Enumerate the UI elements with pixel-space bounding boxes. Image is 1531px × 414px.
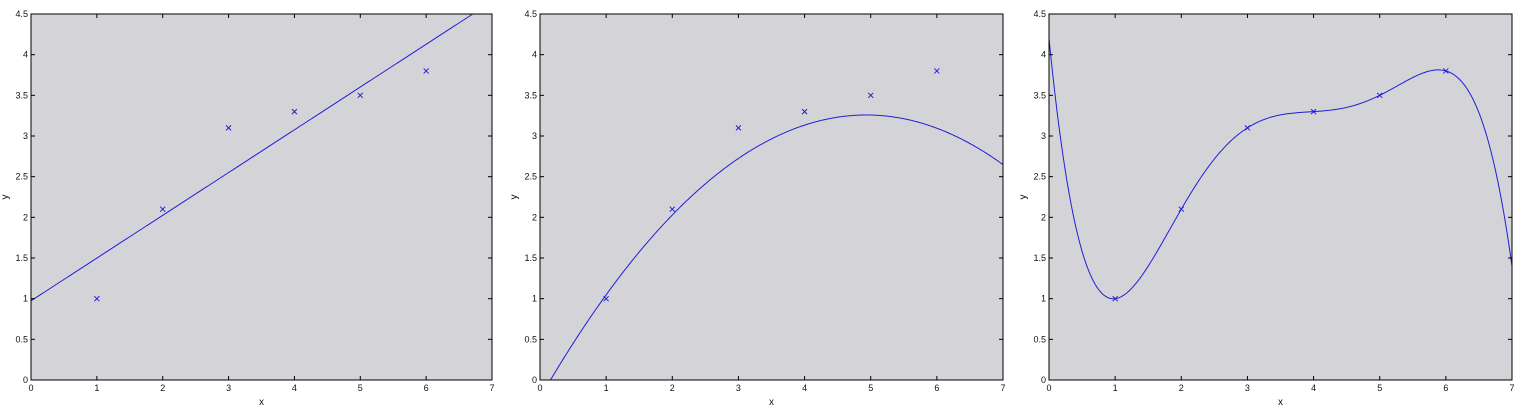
plot-panel-linear-fit: 0 1 2 3 4 5 6 7 0 0.5 1 1.5 2 2.5 3 3.5 4 4.5 x y [0,9,495,408]
y-tick-label: 2.5 [524,172,537,182]
data-point-marker [934,68,940,74]
y-tick-label: 0.5 [524,334,537,344]
y-tick-label: 3.5 [1033,90,1046,100]
y-tick-label: 4.5 [15,9,28,19]
x-tick-label: 5 [868,383,873,393]
y-tick-label: 1 [1041,294,1046,304]
y-tick-label: 0 [23,375,28,385]
x-tick-label: 3 [226,383,231,393]
x-axis-label: x [259,397,264,408]
y-tick-label: 3 [1041,131,1046,141]
x-tick-label: 5 [1377,383,1382,393]
fit-line [549,114,1003,380]
x-axis-label: x [1278,397,1283,408]
plot-area [1049,14,1512,380]
x-tick-label: 6 [934,383,939,393]
plot-area [540,14,1003,380]
data-point-marker [1443,68,1449,74]
y-tick-label: 4.5 [524,9,537,19]
x-tick-label: 3 [1245,383,1250,393]
y-axis-label: y [509,195,520,200]
y-tick-label: 4.5 [1033,9,1046,19]
y-tick-label: 4 [1041,50,1046,60]
x-tick-label: 2 [670,383,675,393]
y-tick-label: 3 [23,131,28,141]
data-point-marker [867,92,874,99]
y-tick-label: 0 [1041,375,1046,385]
data-point-marker [159,206,166,213]
y-axis-label: y [0,195,11,200]
x-tick-label: 4 [1311,383,1316,393]
x-tick-label: 2 [1179,383,1184,393]
x-tick-label: 0 [28,383,33,393]
fit-line [31,14,474,302]
axes-frame [539,13,1004,381]
y-tick-label: 0.5 [1033,334,1046,344]
y-tick-label: 3 [532,131,537,141]
x-tick-label: 5 [358,383,363,393]
y-tick-label: 4 [23,50,28,60]
x-tick-label: 1 [604,383,609,393]
y-tick-label: 1 [23,294,28,304]
data-point-marker [1376,92,1383,99]
data-point-marker [1244,125,1251,131]
data-point-marker [1310,108,1317,115]
x-tick-label: 0 [537,383,542,393]
x-tick-label: 0 [1046,383,1051,393]
x-tick-label: 7 [1509,383,1514,393]
data-point-marker [801,108,808,115]
x-tick-label: 7 [1000,383,1005,393]
data-point-marker [291,108,298,115]
x-tick-label: 6 [424,383,429,393]
plot-panel-polynomial-fit: 0 1 2 3 4 5 6 7 0 0.5 1 1.5 2 2.5 3 3.5 4 4.5 x y [1018,9,1515,408]
y-tick-label: 1.5 [524,253,537,263]
y-tick-label: 2 [1041,212,1046,222]
y-tick-label: 1 [532,294,537,304]
y-axis-label: y [1018,195,1029,200]
plot-area [31,14,492,380]
x-tick-label: 1 [94,383,99,393]
data-point-marker [735,125,742,131]
y-tick-label: 1.5 [15,253,28,263]
y-tick-label: 4 [532,50,537,60]
data-point-marker [669,206,676,213]
data-point-marker [357,92,364,99]
y-tick-label: 2 [23,212,28,222]
data-point-marker [94,295,100,302]
x-tick-label: 4 [292,383,297,393]
y-tick-label: 0 [532,375,537,385]
y-tick-label: 2.5 [1033,172,1046,182]
x-tick-label: 4 [802,383,807,393]
x-tick-label: 7 [489,383,494,393]
data-point-marker [603,295,609,302]
y-tick-label: 1.5 [1033,253,1046,263]
fit-line [1049,38,1512,300]
y-tick-label: 3.5 [524,90,537,100]
axes-frame [1048,13,1513,381]
y-tick-label: 0.5 [15,334,28,344]
plot-panel-quadratic-fit: 0 1 2 3 4 5 6 7 0 0.5 1 1.5 2 2.5 3 3.5 4 4.5 x y [509,9,1006,408]
y-tick-label: 3.5 [15,90,28,100]
x-tick-label: 2 [160,383,165,393]
data-point-marker [1178,206,1185,213]
y-tick-label: 2 [532,212,537,222]
x-axis-label: x [769,397,774,408]
x-tick-label: 6 [1443,383,1448,393]
y-tick-label: 2.5 [15,172,28,182]
x-tick-label: 1 [1113,383,1118,393]
data-point-marker [225,125,232,131]
axes-frame [30,13,493,381]
data-point-marker [423,68,429,74]
data-point-marker [1112,295,1118,302]
x-tick-label: 3 [736,383,741,393]
